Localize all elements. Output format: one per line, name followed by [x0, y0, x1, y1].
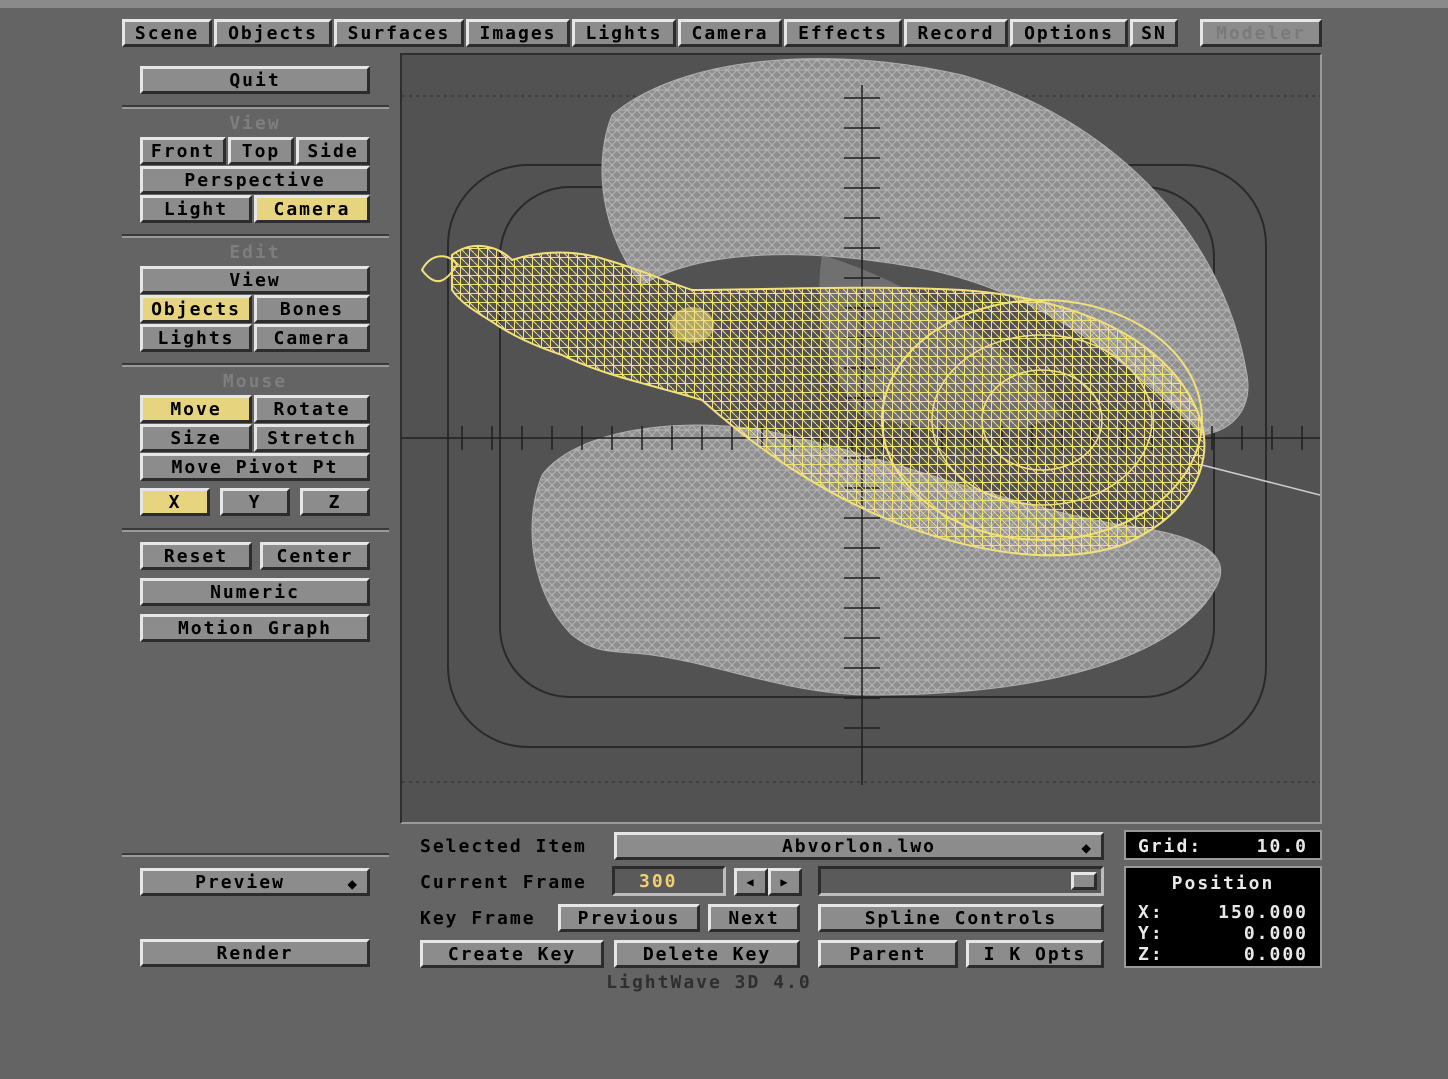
tab-lights[interactable]: Lights	[572, 19, 676, 47]
view-light-button[interactable]: Light	[140, 195, 252, 223]
tab-record[interactable]: Record	[904, 19, 1008, 47]
selected-item-value: Abvorlon.lwo	[781, 835, 937, 857]
view-perspective-button[interactable]: Perspective	[140, 166, 370, 194]
tab-effects[interactable]: Effects	[784, 19, 902, 47]
divider	[122, 363, 389, 367]
motion-graph-button[interactable]: Motion Graph	[140, 614, 370, 642]
spline-controls-button[interactable]: Spline Controls	[818, 904, 1104, 932]
move-pivot-button[interactable]: Move Pivot Pt	[140, 453, 370, 481]
frame-slider[interactable]	[818, 866, 1104, 896]
view-top-button[interactable]: Top	[228, 137, 294, 165]
edit-view-button[interactable]: View	[140, 266, 370, 294]
frame-back-button[interactable]: ◀	[734, 868, 768, 896]
tab-scene[interactable]: Scene	[122, 19, 212, 47]
tab-sn[interactable]: SN	[1130, 19, 1178, 47]
modeler-button[interactable]: Modeler	[1200, 19, 1322, 47]
view-side-button[interactable]: Side	[296, 137, 370, 165]
key-frame-label: Key Frame	[420, 908, 536, 929]
edit-camera-button[interactable]: Camera	[254, 324, 370, 352]
edit-bones-button[interactable]: Bones	[254, 295, 370, 323]
preview-label: Preview	[195, 871, 285, 893]
position-x-value: 150.000	[1218, 902, 1308, 923]
position-title: Position	[1171, 873, 1275, 894]
selected-item-label: Selected Item	[420, 836, 587, 857]
current-frame-label: Current Frame	[420, 872, 587, 893]
divider	[122, 105, 389, 109]
position-z-value: 0.000	[1243, 944, 1308, 965]
layout-viewport[interactable]	[400, 53, 1322, 824]
edit-group-title: Edit	[229, 242, 281, 263]
tab-objects[interactable]: Objects	[214, 19, 332, 47]
delete-key-button[interactable]: Delete Key	[614, 940, 800, 968]
mouse-move-button[interactable]: Move	[140, 395, 252, 423]
parent-button[interactable]: Parent	[818, 940, 958, 968]
mouse-size-button[interactable]: Size	[140, 424, 252, 452]
grid-panel: Grid: 10.0	[1124, 830, 1322, 860]
top-border	[0, 0, 1448, 8]
divider	[122, 853, 389, 857]
view-group-title: View	[229, 113, 281, 134]
render-button[interactable]: Render	[140, 939, 370, 967]
position-panel: Position X: 150.000 Y: 0.000 Z: 0.000	[1124, 866, 1322, 968]
view-camera-button[interactable]: Camera	[254, 195, 370, 223]
center-button[interactable]: Center	[260, 542, 370, 570]
current-frame-field[interactable]: 300	[612, 866, 726, 896]
axis-x-toggle[interactable]: X	[140, 488, 210, 516]
tab-camera[interactable]: Camera	[678, 19, 782, 47]
selected-item-dropdown[interactable]: Abvorlon.lwo ◆	[614, 832, 1104, 860]
tab-images[interactable]: Images	[466, 19, 570, 47]
mouse-group-title: Mouse	[222, 371, 288, 392]
preview-dropdown[interactable]: Preview ◆	[140, 868, 370, 896]
quit-button[interactable]: Quit	[140, 66, 370, 94]
popup-arrow-icon: ◆	[1081, 838, 1093, 857]
viewport-canvas	[402, 58, 1321, 785]
edit-objects-button[interactable]: Objects	[140, 295, 252, 323]
axis-z-toggle[interactable]: Z	[300, 488, 370, 516]
numeric-button[interactable]: Numeric	[140, 578, 370, 606]
ik-opts-button[interactable]: I K Opts	[966, 940, 1104, 968]
frame-forward-button[interactable]: ▶	[768, 868, 802, 896]
mouse-stretch-button[interactable]: Stretch	[254, 424, 370, 452]
reset-button[interactable]: Reset	[140, 542, 252, 570]
grid-label: Grid:	[1138, 836, 1203, 857]
view-front-button[interactable]: Front	[140, 137, 226, 165]
axis-y-toggle[interactable]: Y	[220, 488, 290, 516]
position-x-label: X:	[1138, 902, 1164, 923]
tab-surfaces[interactable]: Surfaces	[334, 19, 464, 47]
selected-object-wireframe	[420, 244, 1321, 557]
next-key-button[interactable]: Next	[708, 904, 800, 932]
position-y-value: 0.000	[1243, 923, 1308, 944]
divider	[122, 234, 389, 238]
position-z-label: Z:	[1138, 944, 1164, 965]
grid-value: 10.0	[1256, 836, 1308, 857]
frame-slider-handle[interactable]	[1071, 872, 1097, 890]
popup-arrow-icon: ◆	[347, 874, 359, 893]
divider	[122, 528, 389, 532]
mouse-rotate-button[interactable]: Rotate	[254, 395, 370, 423]
previous-key-button[interactable]: Previous	[558, 904, 700, 932]
edit-lights-button[interactable]: Lights	[140, 324, 252, 352]
create-key-button[interactable]: Create Key	[420, 940, 604, 968]
position-y-label: Y:	[1138, 923, 1164, 944]
version-label: LightWave 3D 4.0	[606, 972, 812, 993]
tab-options[interactable]: Options	[1010, 19, 1128, 47]
